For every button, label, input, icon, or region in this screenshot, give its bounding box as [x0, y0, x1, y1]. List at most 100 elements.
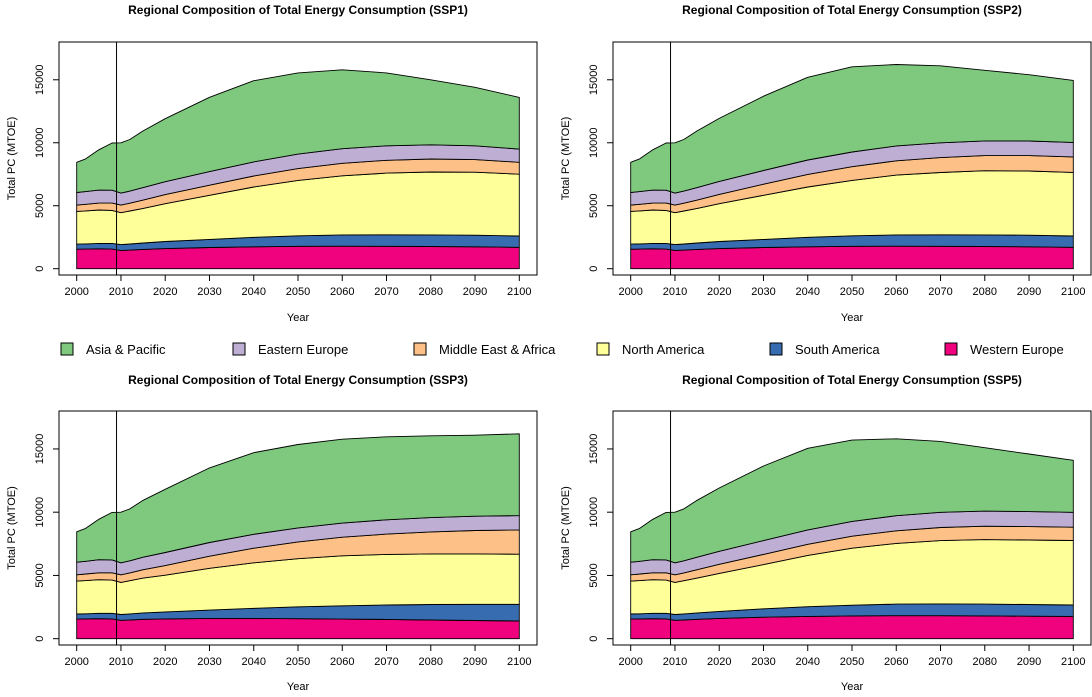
chart-panel-1: Regional Composition of Total Energy Con… — [6, 3, 538, 324]
x-axis-label: Year — [287, 312, 310, 324]
y-tick-label: 15000 — [588, 434, 600, 465]
x-tick-label: 2020 — [153, 286, 177, 298]
y-tick-label: 5000 — [588, 563, 600, 587]
x-tick-label: 2060 — [330, 286, 354, 298]
y-tick-label: 5000 — [34, 563, 46, 587]
legend-item-eastern-europe: Eastern Europe — [232, 342, 348, 357]
y-tick-label: 10000 — [34, 127, 46, 158]
x-tick-label: 2010 — [109, 656, 133, 668]
legend-swatch — [944, 342, 958, 356]
legend: Asia & Pacific Eastern Europe Middle East … — [60, 342, 1064, 357]
chart-title: Regional Composition of Total Energy Con… — [128, 373, 468, 387]
legend-item-north-america: North America — [596, 342, 705, 357]
area-asia-pacific — [76, 433, 520, 564]
x-tick-label: 2100 — [1061, 286, 1085, 298]
chart-panel-3: Regional Composition of Total Energy Con… — [6, 373, 538, 693]
chart-title: Regional Composition of Total Energy Con… — [128, 3, 468, 17]
x-tick-label: 2070 — [928, 286, 952, 298]
x-tick-label: 2050 — [286, 286, 310, 298]
y-axis-label: Total PC (MTOE) — [6, 486, 18, 570]
y-tick-label: 15000 — [34, 64, 46, 95]
x-tick-label: 2040 — [795, 656, 819, 668]
x-tick-label: 2060 — [884, 286, 908, 298]
x-tick-label: 2010 — [109, 286, 133, 298]
x-tick-label: 2070 — [928, 656, 952, 668]
x-tick-label: 2040 — [241, 286, 265, 298]
x-tick-label: 2070 — [374, 656, 398, 668]
x-tick-label: 2010 — [663, 656, 687, 668]
y-tick-label: 10000 — [588, 497, 600, 528]
legend-swatch — [60, 342, 74, 356]
x-tick-label: 2040 — [241, 656, 265, 668]
x-tick-label: 2030 — [751, 656, 775, 668]
x-axis-label: Year — [841, 681, 864, 693]
legend-label: Asia & Pacific — [86, 342, 166, 357]
x-tick-label: 2050 — [840, 286, 864, 298]
x-tick-label: 2020 — [153, 656, 177, 668]
y-tick-label: 0 — [34, 266, 46, 272]
legend-item-middle-east-africa: Middle East & Africa — [413, 342, 556, 357]
chart-title: Regional Composition of Total Energy Con… — [682, 373, 1022, 387]
area-asia-pacific — [76, 69, 520, 194]
legend-item-south-america: South America — [769, 342, 880, 357]
x-tick-label: 2090 — [463, 656, 487, 668]
x-tick-label: 2000 — [64, 286, 88, 298]
area-asia-pacific — [630, 64, 1074, 194]
legend-label: North America — [622, 342, 705, 357]
chart-panel-2: Regional Composition of Total Energy Con… — [560, 3, 1092, 324]
legend-item-western-europe: Western Europe — [944, 342, 1064, 357]
x-tick-label: 2090 — [1017, 286, 1041, 298]
area-western-europe — [76, 617, 520, 640]
legend-swatch — [769, 342, 783, 356]
legend-label: Middle East & Africa — [439, 342, 556, 357]
x-tick-label: 2000 — [618, 656, 642, 668]
x-tick-label: 2090 — [1017, 656, 1041, 668]
x-axis-label: Year — [287, 681, 310, 693]
y-tick-label: 10000 — [588, 127, 600, 158]
y-axis-label: Total PC (MTOE) — [560, 486, 572, 570]
x-tick-label: 2010 — [663, 286, 687, 298]
y-tick-label: 15000 — [588, 64, 600, 95]
legend-swatch — [232, 342, 246, 356]
x-tick-label: 2100 — [1061, 656, 1085, 668]
x-tick-label: 2020 — [707, 656, 731, 668]
y-tick-label: 5000 — [34, 193, 46, 217]
x-tick-label: 2080 — [419, 286, 443, 298]
x-tick-label: 2040 — [795, 286, 819, 298]
x-tick-label: 2100 — [507, 286, 531, 298]
legend-label: South America — [795, 342, 880, 357]
chart-title: Regional Composition of Total Energy Con… — [682, 3, 1022, 17]
x-tick-label: 2070 — [374, 286, 398, 298]
y-tick-label: 5000 — [588, 193, 600, 217]
legend-swatch — [596, 342, 610, 356]
x-tick-label: 2030 — [751, 286, 775, 298]
area-asia-pacific — [630, 438, 1074, 564]
x-tick-label: 2080 — [419, 656, 443, 668]
legend-swatch — [413, 342, 427, 356]
y-tick-label: 0 — [34, 636, 46, 642]
chart-panel-4: Regional Composition of Total Energy Con… — [560, 373, 1092, 693]
x-tick-label: 2080 — [973, 286, 997, 298]
legend-item-asia-pacific: Asia & Pacific — [60, 342, 166, 357]
x-tick-label: 2000 — [64, 656, 88, 668]
x-tick-label: 2080 — [973, 656, 997, 668]
x-tick-label: 2090 — [463, 286, 487, 298]
legend-label: Eastern Europe — [258, 342, 348, 357]
x-tick-label: 2100 — [507, 656, 531, 668]
y-tick-label: 0 — [588, 636, 600, 642]
y-tick-label: 15000 — [34, 434, 46, 465]
y-tick-label: 0 — [588, 266, 600, 272]
x-tick-label: 2060 — [884, 656, 908, 668]
x-tick-label: 2060 — [330, 656, 354, 668]
x-axis-label: Year — [841, 312, 864, 324]
y-tick-label: 10000 — [34, 497, 46, 528]
x-tick-label: 2000 — [618, 286, 642, 298]
y-axis-label: Total PC (MTOE) — [6, 117, 18, 201]
x-tick-label: 2050 — [840, 656, 864, 668]
x-tick-label: 2050 — [286, 656, 310, 668]
x-tick-label: 2020 — [707, 286, 731, 298]
legend-label: Western Europe — [970, 342, 1064, 357]
x-tick-label: 2030 — [197, 286, 221, 298]
y-axis-label: Total PC (MTOE) — [560, 117, 572, 201]
